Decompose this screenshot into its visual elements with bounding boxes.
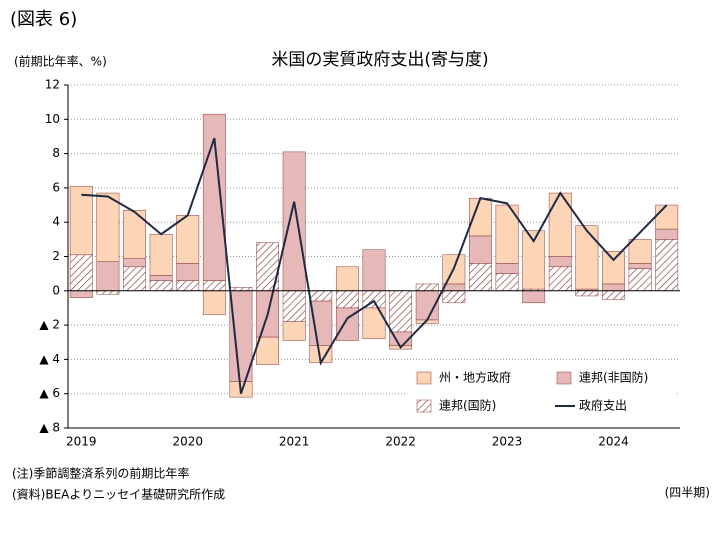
bar-segment: [495, 273, 519, 292]
legend-swatch: [556, 371, 572, 385]
bar-segment: [469, 263, 492, 292]
chart-title: 米国の実質政府支出(寄与度): [271, 50, 488, 70]
y-tick-label: 6: [52, 180, 60, 194]
bar-segment: [176, 280, 200, 292]
bar-segment: [309, 300, 333, 346]
bar-segment: [256, 336, 279, 365]
legend-label: 連邦(非国防): [579, 370, 648, 385]
bar-segment: [282, 321, 306, 341]
y-tick-label: 2: [52, 249, 60, 263]
bar-segment: [149, 233, 173, 276]
bar-segment: [123, 257, 146, 268]
x-tick-label: 2021: [279, 435, 310, 449]
x-axis-label: (四半期): [665, 486, 710, 500]
line: [81, 137, 668, 395]
bar-segment: [522, 230, 546, 290]
y-tick-label: 8: [52, 146, 60, 160]
bar-segment: [548, 266, 572, 292]
note: (資料)BEAよりニッセイ基礎研究所作成: [12, 487, 225, 502]
bar-segment: [575, 225, 599, 290]
bar-segment: [229, 287, 253, 292]
bar-segment: [149, 280, 173, 292]
figure-label: (図表 6): [10, 9, 77, 30]
legend-label: 連邦(国防): [439, 398, 496, 413]
bar-segment: [548, 256, 572, 268]
bar-segment: [335, 307, 359, 341]
bar-segment: [362, 307, 386, 340]
bar-segment: [69, 185, 93, 256]
y-tick-label: 12: [45, 78, 60, 92]
legend-swatch: [416, 399, 432, 413]
bar-segment: [202, 280, 226, 292]
y-tick-label: ▲ 8: [39, 421, 60, 435]
bar-segment: [442, 290, 466, 304]
bar-segment: [655, 204, 679, 230]
y-tick-label: 4: [52, 215, 60, 229]
y-tick-label: ▲ 4: [39, 352, 60, 366]
bar-segment: [149, 275, 173, 281]
bar-segment: [176, 215, 200, 264]
y-tick-label: ▲ 2: [39, 318, 60, 332]
bar-segment: [469, 235, 492, 264]
bar-segment: [282, 290, 306, 322]
bar-segment: [628, 239, 652, 264]
bar-segment: [389, 290, 413, 333]
bar-segment: [96, 192, 120, 262]
bar-segment: [655, 239, 679, 292]
bar-segment: [602, 251, 625, 285]
bar-segment: [176, 263, 200, 281]
bar-segment: [362, 249, 386, 292]
legend-label: 州・地方政府: [439, 370, 511, 385]
bar-segment: [335, 290, 359, 309]
legend-label: 政府支出: [579, 398, 627, 413]
bar-segment: [282, 151, 306, 292]
bar-segment: [575, 290, 599, 297]
bar-segment: [628, 268, 652, 292]
bar-segment: [96, 261, 120, 292]
bar-segment: [123, 209, 146, 259]
note: (注)季節調整済系列の前期比年率: [12, 466, 189, 481]
x-tick-label: 2024: [598, 435, 629, 449]
bar-segment: [522, 290, 546, 304]
y-tick-label: 10: [45, 112, 60, 126]
x-tick-label: 2019: [66, 435, 97, 449]
bar-segment: [69, 290, 93, 298]
bar-segment: [96, 290, 120, 295]
x-tick-label: 2023: [492, 435, 523, 449]
bar-segment: [495, 263, 519, 274]
bar-segment: [202, 290, 226, 316]
bar-segment: [602, 283, 625, 292]
x-tick-label: 2022: [385, 435, 416, 449]
bar-segment: [69, 254, 93, 292]
legend-swatch: [416, 371, 432, 385]
y-tick-label: 0: [52, 283, 60, 297]
y-tick-label: ▲ 6: [39, 386, 60, 400]
bar-segment: [628, 263, 652, 269]
y-axis-label: (前期比年率、%): [14, 54, 107, 69]
bar-segment: [335, 266, 359, 292]
bar-segment: [415, 283, 439, 292]
bar-segment: [123, 266, 146, 292]
bar-segment: [309, 290, 333, 302]
legend-box: [405, 360, 675, 422]
x-tick-label: 2020: [172, 435, 203, 449]
bar-segment: [602, 290, 625, 300]
bar-segment: [655, 228, 679, 240]
